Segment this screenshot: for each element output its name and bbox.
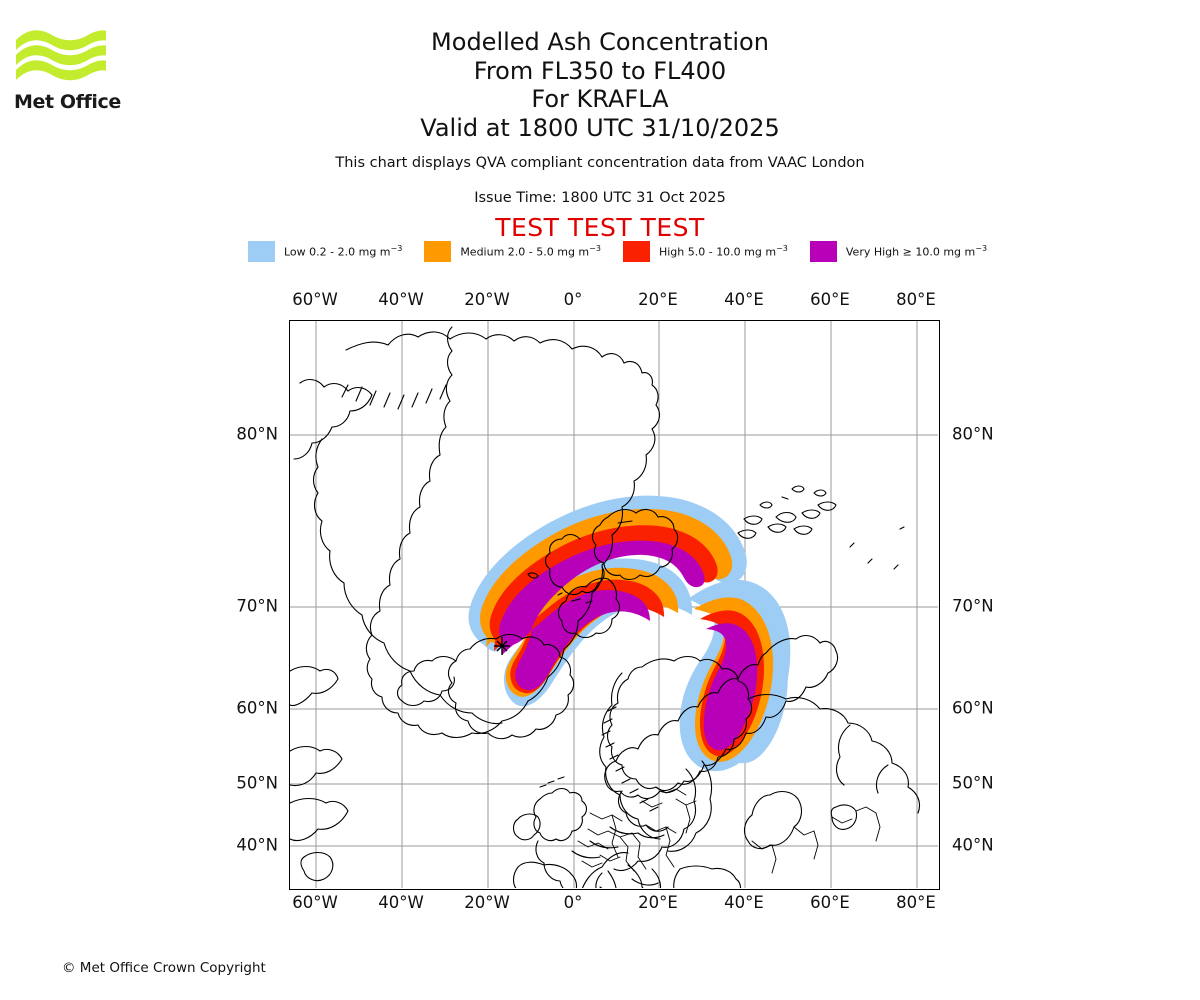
concentration-legend: Low 0.2 - 2.0 mg m−3 Medium 2.0 - 5.0 mg… — [248, 240, 996, 262]
legend-item-high: High 5.0 - 10.0 mg m−3 — [622, 240, 788, 262]
title-flight-levels: From FL350 to FL400 — [473, 56, 727, 85]
legend-swatch-medium — [424, 240, 452, 262]
legend-item-low: Low 0.2 - 2.0 mg m−3 — [248, 240, 403, 262]
volcano-source-marker — [494, 637, 510, 655]
lon-tick-bottom-0: 0° — [563, 893, 583, 912]
coastline-iceland — [447, 633, 575, 740]
legend-item-very-high: Very High ≥ 10.0 mg m−3 — [809, 240, 988, 262]
map-canvas — [290, 321, 938, 888]
legend-item-medium: Medium 2.0 - 5.0 mg m−3 — [424, 240, 601, 262]
legend-label-medium: Medium 2.0 - 5.0 mg m−3 — [460, 243, 601, 259]
coastline-greenland-west — [312, 438, 503, 725]
chart-title-block: Modelled Ash Concentration From FL350 to… — [0, 28, 1200, 142]
map-coastlines — [290, 326, 921, 888]
coastline-svalbard-isl — [557, 520, 633, 604]
lon-tick-top-0: 0° — [563, 290, 583, 309]
lat-tick-right-50n: 50°N — [952, 773, 994, 793]
coastline-scotland-isl — [539, 776, 565, 788]
coastline-black-sea — [673, 865, 742, 888]
legend-swatch-very-high — [809, 240, 837, 262]
lon-tick-bottom-40w: 40°W — [378, 893, 424, 912]
page-title: Modelled Ash Concentration — [431, 28, 769, 56]
coastline-baltic-gulf — [613, 768, 697, 872]
lat-tick-right-80n: 80°N — [952, 424, 994, 444]
coastline-aral — [830, 804, 858, 830]
coastline-russia-north — [747, 693, 921, 814]
plume-band-very-high-tail — [703, 623, 758, 751]
lat-tick-left-40n: 40°N — [236, 835, 278, 855]
coastline-novaya-zemlya — [604, 634, 839, 800]
map-plot-frame — [289, 320, 940, 890]
legend-swatch-low — [248, 240, 275, 262]
legend-label-low: Low 0.2 - 2.0 mg m−3 — [284, 243, 403, 259]
coastline-europe-west — [535, 840, 629, 888]
legend-label-very-high: Very High ≥ 10.0 mg m−3 — [845, 243, 988, 259]
ash-concentration-map — [289, 320, 940, 890]
lon-tick-top-80e: 80°E — [896, 290, 936, 309]
lon-tick-bottom-20w: 20°W — [464, 893, 510, 912]
coastline-arctic-islands-small — [849, 526, 905, 570]
coastline-svalbard-s — [557, 577, 621, 639]
lon-tick-bottom-40e: 40°E — [724, 893, 764, 912]
lon-tick-top-40e: 40°E — [724, 290, 764, 309]
lon-tick-top-20e: 20°E — [638, 290, 678, 309]
issue-time-text: Issue Time: 1800 UTC 31 Oct 2025 — [474, 190, 726, 206]
coastline-novaya-zemlya-s — [617, 790, 669, 832]
coastline-iceland-nw — [396, 655, 457, 707]
lon-tick-bottom-60e: 60°E — [810, 893, 850, 912]
coastline-greenland-inner-w — [293, 378, 373, 460]
coastline-italy — [595, 870, 617, 888]
coastline-svalbard — [591, 508, 679, 581]
coastline-ireland — [512, 813, 541, 841]
coastline-jan-mayen — [527, 572, 539, 579]
country-borders — [577, 786, 881, 874]
coastline-norway-fjords — [601, 706, 659, 812]
lon-tick-top-20w: 20°W — [464, 290, 510, 309]
coastline-north-america — [290, 745, 343, 787]
coastline-baltic-sea-s — [571, 826, 665, 859]
lon-tick-top-40w: 40°W — [378, 290, 424, 309]
lon-tick-top-60e: 60°E — [810, 290, 850, 309]
copyright-text: © Met Office Crown Copyright — [62, 960, 266, 976]
lat-tick-right-40n: 40°N — [952, 835, 994, 855]
plume-band-very-high-src — [502, 589, 650, 691]
lon-tick-bottom-20e: 20°E — [638, 893, 678, 912]
lat-tick-left-60n: 60°N — [236, 698, 278, 718]
met-office-logo-text: Met Office — [14, 91, 121, 113]
title-valid-time: Valid at 1800 UTC 31/10/2025 — [420, 113, 780, 142]
coastline-franz-josef-land — [737, 485, 837, 539]
lat-tick-right-70n: 70°N — [952, 596, 994, 616]
coastline-newfoundland — [300, 851, 334, 882]
lat-tick-left-50n: 50°N — [236, 773, 278, 793]
coastline-scandinavia — [606, 655, 753, 792]
coastline-mediterranean — [599, 878, 659, 888]
coastline-greenland — [345, 326, 661, 739]
coastline-greenland-fjords-n — [341, 384, 447, 410]
plume-band-medium — [480, 508, 733, 644]
met-office-logo: Met Office — [14, 24, 124, 114]
coastline-british-isles — [533, 787, 588, 842]
met-office-wave-icon — [16, 30, 106, 81]
coastline-balkans — [627, 864, 662, 888]
lat-tick-left-70n: 70°N — [236, 596, 278, 616]
title-volcano-name: For KRAFLA — [531, 85, 669, 113]
qva-compliance-note: This chart displays QVA compliant concen… — [335, 155, 865, 171]
lat-tick-right-60n: 60°N — [952, 698, 994, 718]
lat-tick-left-80n: 80°N — [236, 424, 278, 444]
legend-label-high: High 5.0 - 10.0 mg m−3 — [658, 243, 788, 259]
coastline-svalbard-w — [544, 533, 605, 596]
coastline-gulf-bothnia — [667, 760, 713, 852]
coastline-iberia — [512, 861, 578, 888]
coastline-baffin — [290, 665, 339, 707]
plume-band-high — [489, 525, 718, 644]
coastline-norway-coast — [599, 672, 661, 840]
coastline-caspian — [743, 790, 803, 850]
lon-tick-top-60w: 60°W — [292, 290, 338, 309]
lon-tick-bottom-80e: 80°E — [896, 893, 936, 912]
legend-swatch-high — [622, 240, 650, 262]
test-banner: TEST TEST TEST — [495, 213, 705, 242]
coastline-labrador — [290, 797, 349, 842]
lon-tick-bottom-60w: 60°W — [292, 893, 338, 912]
